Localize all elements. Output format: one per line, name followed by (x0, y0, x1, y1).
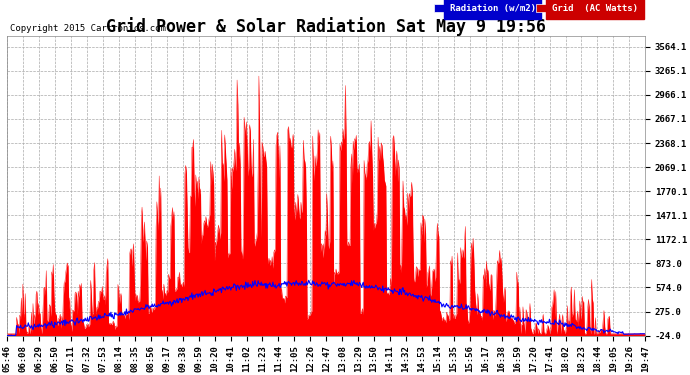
Text: Copyright 2015 Cartronics.com: Copyright 2015 Cartronics.com (10, 24, 166, 33)
Title: Grid Power & Solar Radiation Sat May 9 19:56: Grid Power & Solar Radiation Sat May 9 1… (106, 16, 546, 36)
Legend: Radiation (w/m2), Grid  (AC Watts): Radiation (w/m2), Grid (AC Watts) (431, 2, 641, 16)
